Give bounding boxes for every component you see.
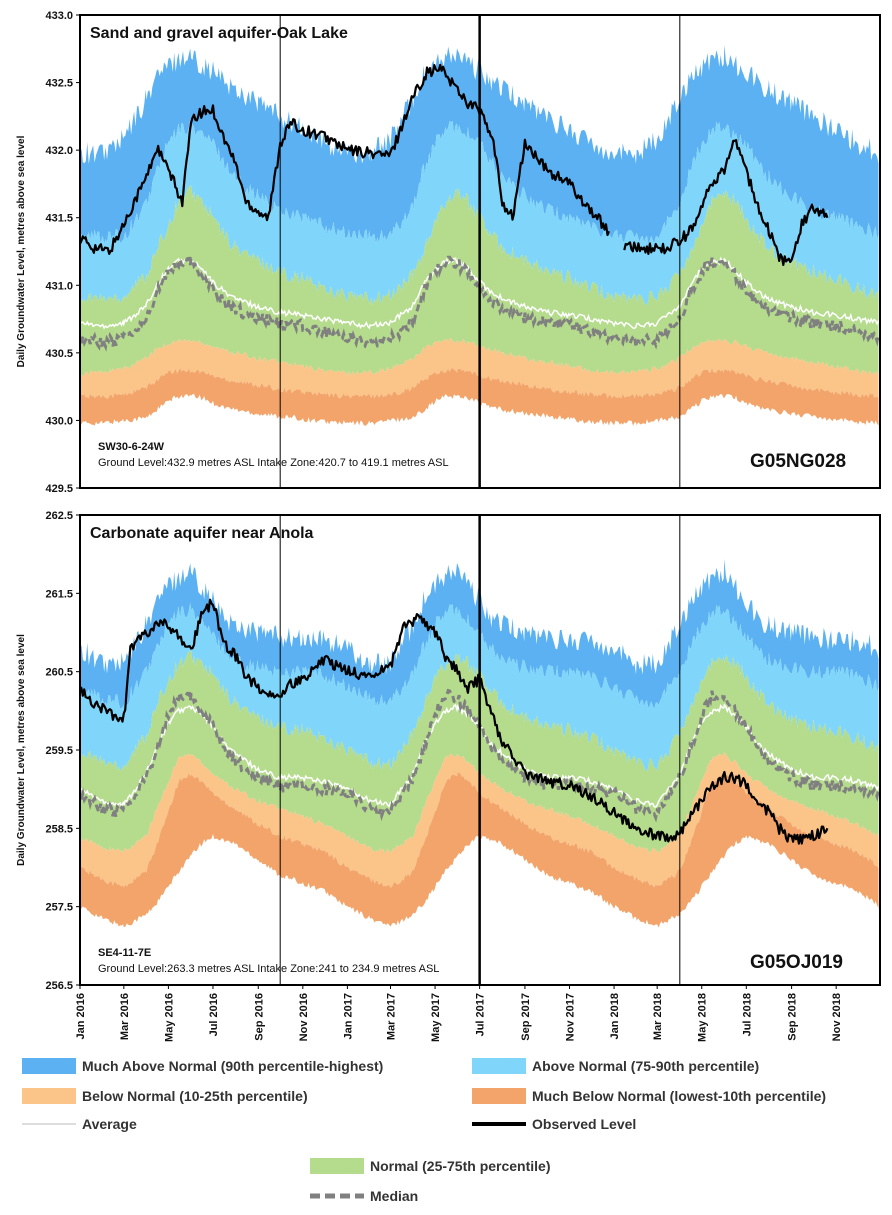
y-axis-label: Daily Groundwater Level, metres above se… [16, 634, 27, 866]
x-tick-label: Nov 2017 [564, 993, 576, 1041]
legend-label-observed: Observed Level [532, 1116, 636, 1132]
legend-swatch-above [472, 1058, 526, 1074]
x-tick-label: Jul 2018 [741, 993, 753, 1036]
y-tick-label: 259.5 [45, 745, 73, 757]
x-tick-label: Mar 2018 [652, 993, 664, 1040]
x-tick-label: Nov 2018 [831, 993, 843, 1041]
legend-label-below: Below Normal (10-25th percentile) [82, 1088, 308, 1104]
x-tick-label: May 2016 [163, 993, 175, 1042]
x-tick-label: Jul 2017 [475, 993, 487, 1036]
x-tick-label: Mar 2017 [386, 993, 398, 1040]
x-tick-label: Sep 2016 [253, 993, 265, 1041]
legend-swatch-much-below [472, 1088, 526, 1104]
observed-level-line [79, 598, 829, 845]
x-axis: Jan 2016 Mar 2016 May 2016 Jul 2016 Sep 2016… [75, 985, 843, 1042]
well-info-label: Ground Level:432.9 metres ASL Intake Zon… [98, 457, 449, 469]
x-tick-label: Jan 2018 [609, 993, 621, 1039]
observed-level-line [623, 139, 829, 266]
legend-label-above: Above Normal (75-90th percentile) [532, 1058, 759, 1074]
band-below-normal [80, 752, 879, 888]
x-tick-label: Sep 2017 [520, 993, 532, 1041]
y-axis-label: Daily Groundwater Level, metres above se… [16, 135, 27, 367]
x-tick-label: May 2018 [697, 993, 709, 1042]
y-tick-label: 262.5 [45, 510, 73, 522]
station-id-label: G05NG028 [750, 451, 846, 472]
legend-swatch-much-above [22, 1058, 76, 1074]
y-tick-label: 429.5 [45, 483, 73, 495]
band-above-normal [80, 602, 879, 772]
location-label: SW30-6-24W [98, 441, 165, 453]
x-tick-label: Nov 2016 [298, 993, 310, 1041]
y-tick-label: 432.5 [45, 78, 73, 90]
y-tick-label: 257.5 [45, 902, 73, 914]
chart-panel-1: 433.0 432.5 432.0 431.5 431.0 430.5 430.0 429.5… [16, 10, 881, 495]
location-label: SE4-11-7E [98, 947, 151, 959]
y-tick-label: 261.5 [45, 588, 73, 600]
observed-level-line [79, 63, 610, 255]
legend: Much Above Normal (90th percentile-highe… [22, 1058, 826, 1204]
y-tick-label: 256.5 [45, 980, 73, 992]
legend-label-normal: Normal (25-75th percentile) [370, 1158, 551, 1174]
x-tick-label: Jan 2017 [342, 993, 354, 1039]
chart-panel-2: 262.5 261.5 260.5 259.5 258.5 257.5 256.5 Daily… [16, 510, 881, 992]
x-tick-label: Jul 2016 [208, 993, 220, 1036]
panel-title: Sand and gravel aquifer-Oak Lake [90, 25, 348, 42]
y-tick-label: 258.5 [45, 823, 73, 835]
x-tick-label: May 2017 [430, 993, 442, 1042]
y-tick-label: 430.5 [45, 348, 73, 360]
x-tick-label: Mar 2016 [119, 993, 131, 1040]
well-info-label: Ground Level:263.3 metres ASL Intake Zon… [98, 963, 439, 975]
panel-title: Carbonate aquifer near Anola [90, 525, 314, 542]
legend-label-much-above: Much Above Normal (90th percentile-highe… [82, 1058, 383, 1074]
legend-label-average: Average [82, 1116, 137, 1132]
y-tick-label: 431.0 [45, 280, 73, 292]
legend-label-median: Median [370, 1188, 418, 1204]
legend-swatch-below [22, 1088, 76, 1104]
legend-swatch-normal [310, 1158, 364, 1174]
y-tick-label: 433.0 [45, 10, 73, 22]
y-tick-label: 432.0 [45, 145, 73, 157]
band-much-below-normal [80, 771, 879, 928]
station-id-label: G05OJ019 [750, 952, 843, 973]
y-tick-label: 431.5 [45, 213, 73, 225]
legend-label-much-below: Much Below Normal (lowest-10th percentil… [532, 1088, 826, 1104]
plot-frame [79, 14, 881, 489]
x-tick-label: Sep 2018 [787, 993, 799, 1041]
x-tick-label: Jan 2016 [75, 993, 87, 1039]
y-tick-label: 430.0 [45, 415, 73, 427]
y-tick-label: 260.5 [45, 667, 73, 679]
